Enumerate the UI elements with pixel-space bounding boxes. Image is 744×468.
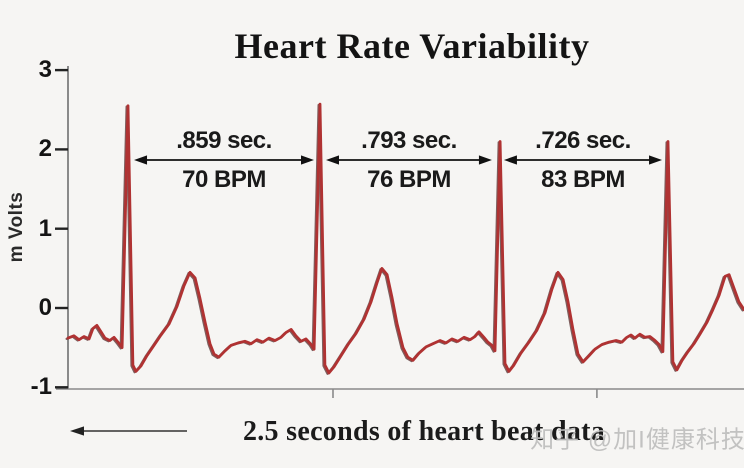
y-axis-label: m Volts [6,191,27,263]
arrowhead-icon [649,155,663,165]
rr-interval-seconds-label: .793 sec. [361,127,457,154]
chart-title: Heart Rate Variability [234,26,590,66]
y-tick-label: 3 [38,56,52,84]
arrowhead-icon [134,155,148,165]
y-tick-label: 1 [38,214,52,242]
y-tick-label: -1 [30,373,52,401]
arrowhead-icon [301,155,315,165]
arrowhead-icon [478,155,492,165]
y-tick-label: 2 [38,135,52,163]
x-axis-caption: 2.5 seconds of heart beat data [242,416,606,447]
rr-interval-seconds-label: .859 sec. [176,127,272,154]
rr-interval-bpm-label: 83 BPM [541,166,625,193]
rr-interval-bpm-label: 70 BPM [182,166,266,193]
ecg-trace [66,102,744,375]
rr-interval-seconds-label: .726 sec. [535,127,631,154]
watermark: 知乎 @加I健康科技 [530,426,744,454]
left-arrowhead-icon [70,426,84,436]
rr-interval-bpm-label: 76 BPM [367,166,451,193]
y-tick-label: 0 [38,294,52,321]
arrowhead-icon [326,155,340,165]
arrowhead-icon [503,155,517,165]
